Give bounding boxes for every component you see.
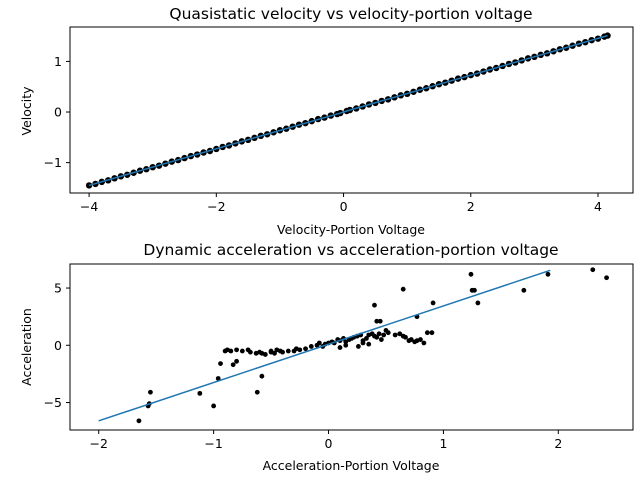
acceleration-data-point: [211, 403, 217, 409]
acceleration-x-axis-label: Acceleration-Portion Voltage: [263, 458, 440, 473]
velocity-chart-title: Quasistatic velocity vs velocity-portion…: [169, 5, 532, 23]
acceleration-data-point: [343, 339, 349, 345]
velocity-fit-line: [88, 34, 608, 187]
acceleration-data-point: [383, 328, 389, 333]
acceleration-data-point: [429, 330, 435, 336]
acceleration-data-point: [148, 389, 153, 395]
acceleration-data-point: [418, 337, 423, 342]
acceleration-data-point: [475, 300, 481, 306]
acceleration-y-tick-label: −5: [44, 395, 62, 410]
acceleration-x-tick-label: −2: [90, 436, 108, 451]
acceleration-data-point: [400, 286, 406, 292]
velocity-x-tick-label: −2: [207, 199, 225, 214]
velocity-x-tick-label: 4: [594, 199, 602, 214]
velocity-y-tick-label: −1: [44, 155, 62, 170]
velocity-y-tick-label: 1: [54, 54, 62, 69]
acceleration-data-point: [308, 344, 314, 349]
acceleration-data-point: [360, 340, 366, 346]
acceleration-y-tick-label: 5: [54, 281, 62, 296]
acceleration-data-point: [377, 318, 383, 324]
velocity-x-tick-label: −4: [80, 199, 98, 214]
acceleration-data-point: [234, 347, 240, 353]
acceleration-data-point: [355, 344, 361, 349]
acceleration-data-point: [285, 348, 291, 354]
acceleration-data-point: [472, 287, 477, 293]
acceleration-chart: Dynamic acceleration vs acceleration-por…: [19, 241, 634, 473]
acceleration-data-point: [521, 287, 527, 293]
acceleration-data-point: [604, 275, 609, 281]
acceleration-data-point: [374, 318, 380, 324]
acceleration-data-point: [430, 300, 436, 306]
acceleration-data-point: [247, 349, 253, 355]
velocity-x-tick-label: 2: [467, 199, 475, 214]
velocity-y-tick-label: 0: [54, 105, 62, 120]
velocity-x-axis-label: Velocity-Portion Voltage: [277, 222, 425, 237]
acceleration-data-point: [366, 341, 372, 347]
acceleration-x-tick-label: 2: [554, 436, 562, 451]
acceleration-data-point: [215, 376, 221, 381]
acceleration-data-point: [364, 336, 369, 341]
velocity-y-axis-label: Velocity: [19, 86, 34, 136]
acceleration-y-axis-label: Acceleration: [19, 308, 34, 386]
acceleration-data-point: [397, 331, 403, 337]
acceleration-data-point: [403, 334, 408, 340]
acceleration-data-point: [421, 340, 427, 346]
acceleration-data-point: [337, 345, 343, 350]
acceleration-data-point: [545, 271, 551, 277]
acceleration-data-point: [259, 373, 265, 379]
acceleration-data-point: [228, 348, 234, 354]
acceleration-data-point: [272, 350, 277, 356]
acceleration-data-point: [262, 352, 268, 357]
acceleration-data-point: [590, 267, 596, 273]
acceleration-data-point: [378, 337, 384, 342]
acceleration-data-point: [268, 348, 274, 354]
acceleration-data-point: [424, 330, 430, 336]
velocity-x-tick-label: 0: [340, 199, 348, 214]
acceleration-axes-frame: [69, 263, 634, 431]
acceleration-x-tick-label: −1: [204, 436, 222, 451]
acceleration-data-point: [316, 340, 322, 346]
velocity-plot-area: [85, 32, 611, 189]
acceleration-data-point: [297, 347, 303, 353]
acceleration-data-point: [197, 390, 203, 396]
acceleration-fit-line: [98, 269, 551, 422]
acceleration-data-point: [392, 332, 398, 338]
acceleration-data-point: [303, 346, 308, 352]
acceleration-data-point: [234, 358, 240, 364]
velocity-axes-frame: [69, 26, 634, 194]
velocity-ticks: −4 −2 0 2 4 −1 0 1: [44, 54, 602, 214]
acceleration-data-point: [230, 362, 236, 368]
acceleration-chart-title: Dynamic acceleration vs acceleration-por…: [143, 241, 558, 259]
acceleration-data-point: [280, 349, 285, 355]
acceleration-data-point: [468, 271, 474, 277]
acceleration-data-point: [218, 361, 223, 366]
acceleration-data-point: [408, 337, 414, 342]
acceleration-y-tick-label: 0: [54, 338, 62, 353]
acceleration-ticks: −2 −1 0 1 2 −5 0 5: [44, 281, 563, 451]
acceleration-x-tick-label: 1: [439, 436, 447, 451]
acceleration-plot-area: [98, 267, 609, 424]
acceleration-data-point: [343, 342, 349, 348]
acceleration-data-point: [372, 302, 377, 308]
acceleration-data-point: [381, 332, 387, 338]
acceleration-data-point: [254, 389, 260, 395]
acceleration-data-point: [374, 334, 380, 340]
acceleration-data-point: [136, 418, 142, 424]
velocity-chart: Quasistatic velocity vs velocity-portion…: [19, 5, 634, 237]
acceleration-data-point: [239, 348, 245, 354]
acceleration-data-point: [376, 331, 382, 337]
acceleration-x-tick-label: 0: [325, 436, 333, 451]
